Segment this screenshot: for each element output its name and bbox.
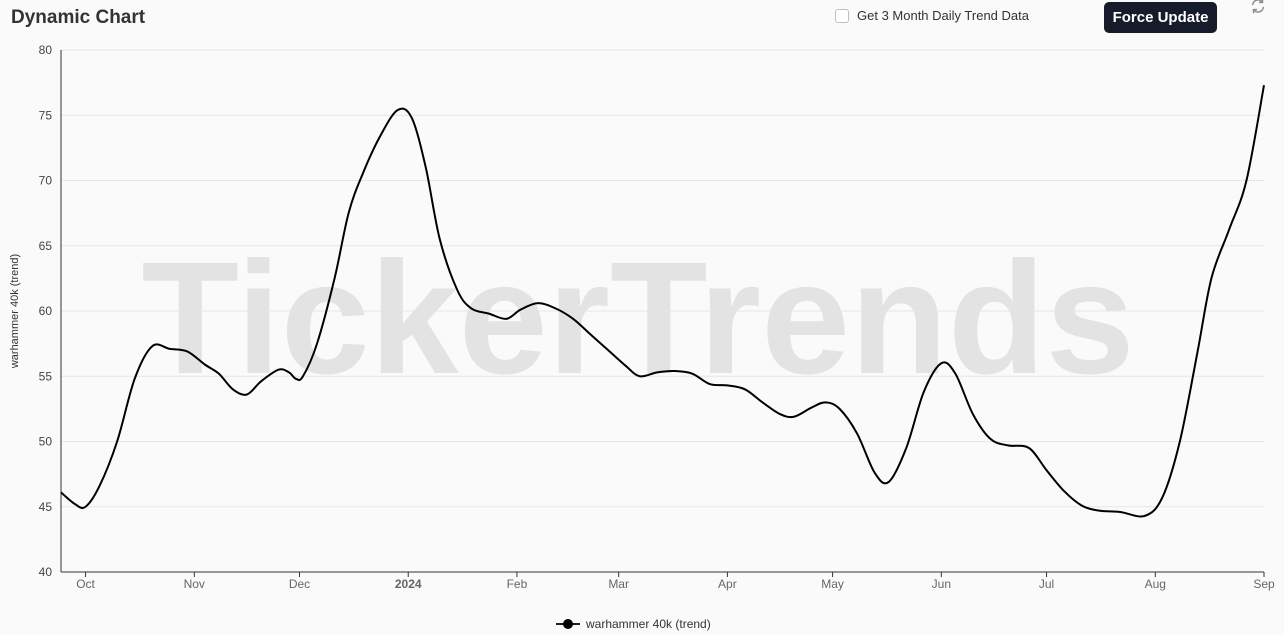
chart-grid (61, 49, 1264, 508)
legend-marker (563, 619, 573, 629)
page-title: Dynamic Chart (11, 7, 146, 28)
y-tick-label: 70 (39, 174, 53, 188)
series-layer (60, 85, 1265, 518)
x-tick-label: Apr (718, 577, 737, 591)
y-tick-label: 75 (39, 108, 53, 122)
y-tick-label: 45 (39, 500, 53, 514)
x-tick-label: Sep (1253, 577, 1275, 591)
y-tick-label: 80 (39, 43, 53, 57)
y-axis-ticks: 40 45 50 55 60 65 70 75 80 (39, 43, 53, 579)
daily-trend-label: Get 3 Month Daily Trend Data (857, 8, 1029, 23)
legend-label: warhammer 40k (trend) (585, 617, 711, 631)
y-tick-label: 40 (39, 565, 53, 579)
x-tick-label: Aug (1145, 577, 1166, 591)
y-tick-label: 60 (39, 304, 53, 318)
watermark: TickerTrends (141, 228, 1134, 407)
daily-trend-toggle[interactable]: Get 3 Month Daily Trend Data (835, 8, 1029, 23)
x-tick-label: Nov (184, 577, 205, 591)
y-tick-label: 65 (39, 239, 53, 253)
x-tick-label: Jul (1039, 577, 1054, 591)
x-tick-label: May (821, 577, 844, 591)
force-update-button[interactable]: Force Update (1104, 2, 1217, 33)
y-tick-label: 55 (39, 369, 53, 383)
y-tick-label: 50 (39, 435, 53, 449)
x-axis-ticks: Oct Nov Dec 2024 Feb Mar Apr May Jun Jul Aug Sep (76, 572, 1275, 591)
x-tick-label: Mar (608, 577, 629, 591)
x-tick-label: Jun (932, 577, 951, 591)
refresh-icon[interactable] (1249, 0, 1267, 15)
x-tick-label: Feb (507, 577, 528, 591)
daily-trend-checkbox[interactable] (835, 8, 849, 23)
x-tick-label: Oct (76, 577, 95, 591)
x-tick-label: Dec (289, 577, 310, 591)
y-axis-label: warhammer 40k (trend) (9, 254, 21, 369)
x-tick-label: 2024 (395, 577, 422, 591)
series-line (60, 85, 1265, 518)
legend[interactable]: warhammer 40k (trend) (556, 617, 711, 631)
